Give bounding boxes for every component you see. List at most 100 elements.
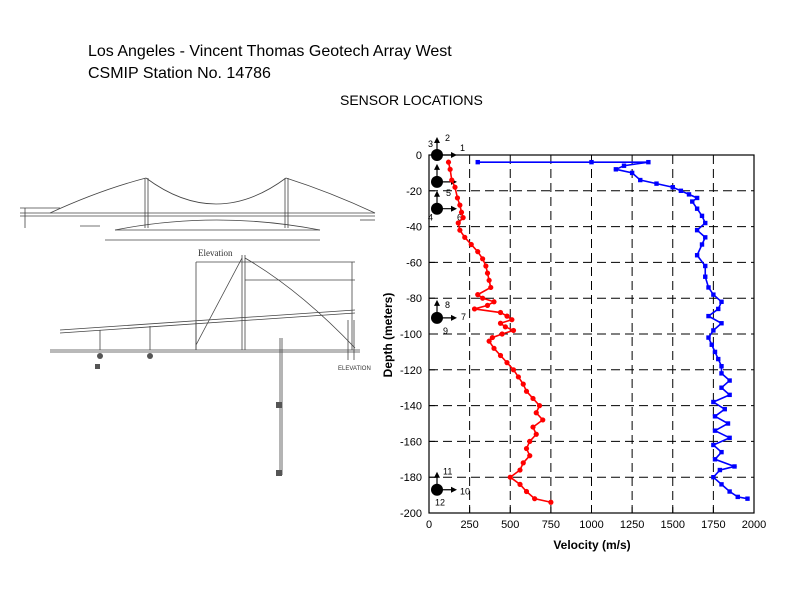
data-point (507, 474, 513, 480)
data-point (694, 227, 700, 233)
data-point (533, 431, 539, 437)
data-point (457, 227, 463, 233)
sensor-number: 1 (460, 143, 465, 153)
arrow-head (434, 137, 440, 143)
data-point (719, 364, 724, 369)
data-point (703, 235, 708, 240)
data-point (725, 421, 731, 426)
data-point (491, 345, 497, 351)
elevation-label-2: ELEVATION (338, 366, 371, 372)
data-point (703, 274, 708, 279)
sensor-number: 11 (443, 467, 452, 477)
sensor-number: 8 (445, 300, 450, 310)
y-tick-label: -60 (406, 257, 422, 269)
y-axis-label: Depth (meters) (381, 293, 395, 378)
data-point (727, 378, 732, 383)
series (445, 159, 750, 505)
series-1 (445, 159, 554, 505)
data-point (727, 435, 732, 441)
data-point (732, 464, 737, 469)
y-tick-label: -40 (406, 222, 422, 234)
sensor-number: 10 (460, 487, 470, 497)
y-tick-label: -100 (400, 329, 422, 341)
data-point (504, 360, 510, 366)
data-point (460, 215, 466, 221)
data-point (475, 292, 481, 298)
data-point (504, 313, 510, 319)
data-point (548, 499, 554, 505)
data-point (735, 494, 740, 500)
data-point (497, 320, 504, 326)
data-point (502, 324, 508, 330)
data-point (520, 460, 526, 466)
data-point (719, 371, 724, 376)
data-point (716, 356, 721, 362)
sensor-number: 3 (428, 139, 433, 149)
sensor-number: 12 (435, 498, 445, 508)
data-point (712, 414, 718, 419)
data-point (711, 399, 716, 405)
data-point (488, 284, 494, 291)
arrow-head (451, 486, 457, 493)
sensor-dot (431, 483, 443, 496)
data-point (510, 367, 517, 373)
x-tick-label: 250 (460, 519, 478, 531)
data-point (716, 306, 721, 312)
data-point (719, 449, 724, 455)
data-point (613, 167, 619, 172)
data-point (540, 417, 546, 423)
data-point (690, 199, 695, 204)
data-point (509, 317, 515, 323)
data-point (497, 309, 504, 316)
sensor-marker: 7 8 9 (431, 299, 466, 336)
y-tick-label: -140 (400, 401, 422, 413)
data-point (719, 482, 724, 487)
y-tick-label: -200 (400, 508, 422, 520)
station-number: CSMIP Station No. 14786 (88, 65, 271, 82)
data-point (703, 263, 708, 269)
data-point (527, 438, 533, 444)
x-tick-label: 1000 (579, 519, 603, 531)
y-tick-label: -180 (400, 472, 422, 484)
sensor-dot (431, 175, 443, 188)
data-point (486, 277, 492, 283)
data-point (452, 184, 458, 190)
y-tick-label: -20 (406, 186, 422, 198)
series-line (477, 161, 748, 500)
data-point (709, 342, 714, 347)
x-tick-label: 1750 (701, 519, 725, 531)
x-tick-label: 0 (426, 519, 432, 531)
y-tick-label: 0 (416, 150, 422, 162)
data-point (462, 234, 468, 240)
data-point (515, 374, 521, 380)
data-point (471, 306, 478, 312)
data-point (745, 496, 750, 501)
x-axis-label: Velocity (m/s) (553, 538, 630, 552)
data-point (719, 321, 724, 326)
y-tick-label: -80 (406, 293, 422, 305)
data-point (536, 403, 543, 409)
data-point (468, 241, 474, 248)
data-point (699, 242, 705, 247)
data-point (475, 249, 481, 255)
arrow-head (451, 205, 457, 212)
data-point (589, 159, 594, 165)
arrow-head (451, 314, 457, 321)
data-point (706, 285, 711, 290)
data-point (703, 220, 708, 226)
data-point (454, 195, 461, 201)
data-point (523, 445, 530, 452)
arrow-head (434, 299, 440, 306)
data-point (484, 302, 491, 308)
data-point (489, 334, 495, 341)
data-point (480, 295, 486, 301)
data-point (727, 392, 732, 398)
data-point (480, 256, 486, 262)
data-point (530, 395, 536, 402)
data-point (712, 428, 718, 433)
data-point (694, 195, 700, 201)
data-point (719, 385, 724, 390)
